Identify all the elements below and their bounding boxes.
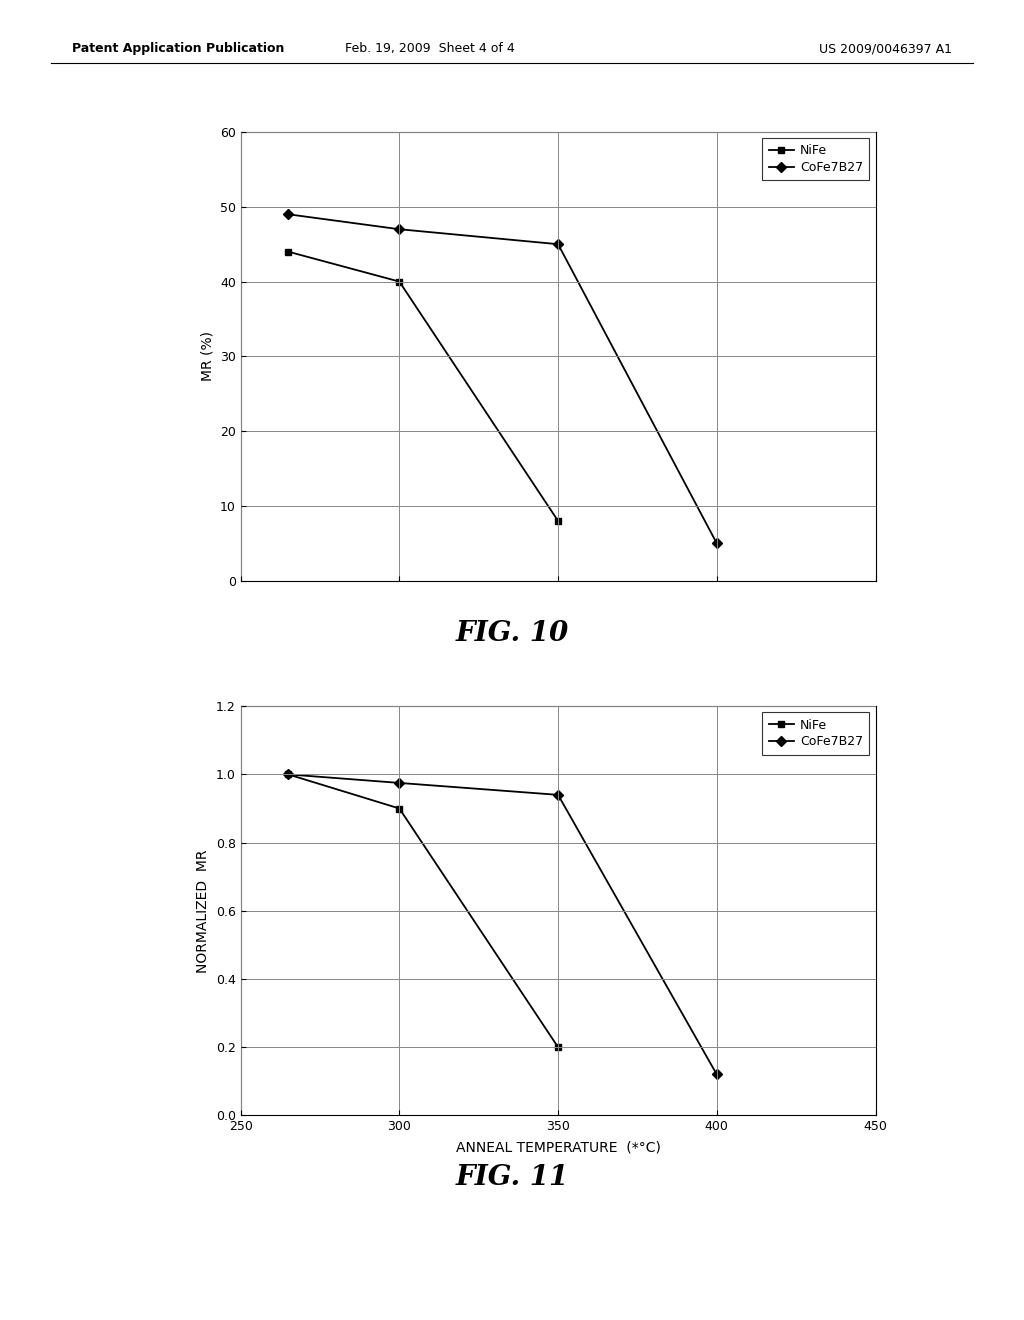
NiFe bbox=[552, 513, 564, 529]
Text: Feb. 19, 2009  Sheet 4 of 4: Feb. 19, 2009 Sheet 4 of 4 bbox=[345, 42, 515, 55]
NiFe bbox=[393, 800, 406, 816]
NiFe bbox=[282, 244, 295, 260]
Text: Patent Application Publication: Patent Application Publication bbox=[72, 42, 284, 55]
NiFe bbox=[552, 1039, 564, 1055]
Y-axis label: MR (%): MR (%) bbox=[201, 331, 214, 381]
CoFe7B27 bbox=[393, 222, 406, 238]
Line: NiFe: NiFe bbox=[285, 771, 561, 1051]
NiFe bbox=[282, 767, 295, 783]
CoFe7B27 bbox=[282, 206, 295, 222]
Text: FIG. 10: FIG. 10 bbox=[456, 620, 568, 647]
CoFe7B27 bbox=[552, 236, 564, 252]
Line: CoFe7B27: CoFe7B27 bbox=[285, 771, 720, 1078]
CoFe7B27 bbox=[711, 1067, 723, 1082]
CoFe7B27 bbox=[282, 767, 295, 783]
Text: US 2009/0046397 A1: US 2009/0046397 A1 bbox=[819, 42, 952, 55]
Line: NiFe: NiFe bbox=[285, 248, 561, 524]
CoFe7B27 bbox=[393, 775, 406, 791]
Legend: NiFe, CoFe7B27: NiFe, CoFe7B27 bbox=[763, 713, 869, 755]
NiFe bbox=[393, 273, 406, 289]
X-axis label: ANNEAL TEMPERATURE  (*°C): ANNEAL TEMPERATURE (*°C) bbox=[456, 1140, 660, 1154]
Line: CoFe7B27: CoFe7B27 bbox=[285, 211, 720, 546]
Text: FIG. 11: FIG. 11 bbox=[456, 1164, 568, 1191]
Y-axis label: NORMALIZED  MR: NORMALIZED MR bbox=[197, 849, 210, 973]
Legend: NiFe, CoFe7B27: NiFe, CoFe7B27 bbox=[763, 139, 869, 181]
CoFe7B27 bbox=[711, 536, 723, 552]
CoFe7B27 bbox=[552, 787, 564, 803]
